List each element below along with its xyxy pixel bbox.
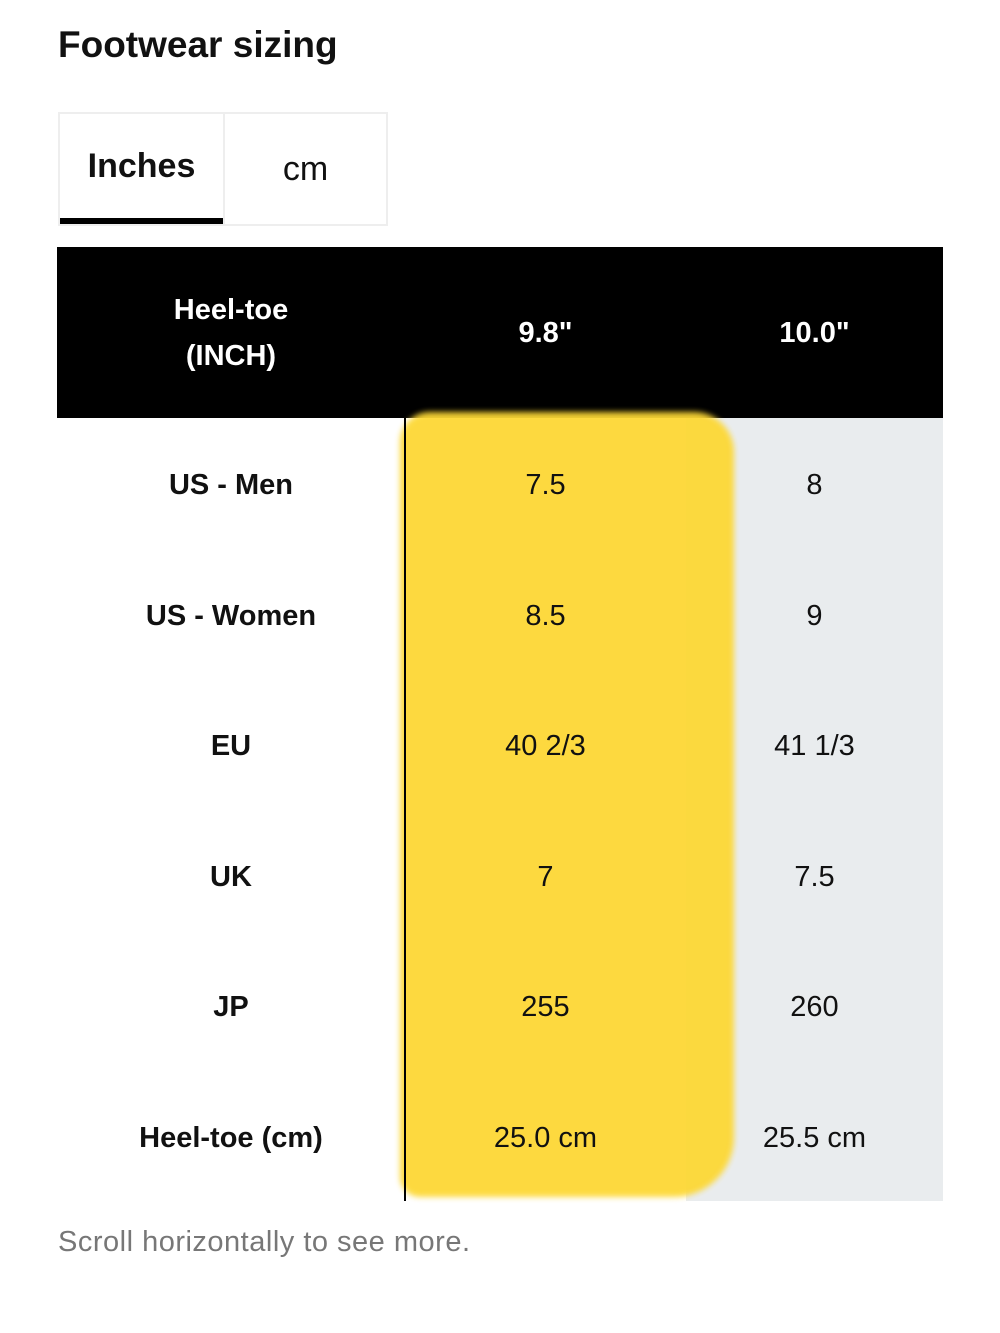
size-cell: 8	[806, 469, 823, 502]
size-cell: 7.5	[794, 860, 835, 893]
size-cell: 255	[521, 991, 570, 1024]
size-cell: 260	[790, 991, 839, 1024]
row-label: US - Women	[145, 599, 317, 632]
tab-cm[interactable]: cm	[223, 114, 386, 224]
page-title: Footwear sizing	[58, 24, 338, 65]
header-cell: 9.8"	[518, 316, 573, 349]
header-cell: Heel-toe (INCH)	[173, 293, 289, 372]
row-label: EU	[210, 730, 252, 763]
size-cell: 40 2/3	[505, 730, 586, 763]
column-divider	[404, 418, 406, 1201]
tab-inches[interactable]: Inches	[60, 114, 223, 224]
unit-tabs: Inches cm	[58, 112, 388, 226]
row-label: UK	[210, 860, 252, 893]
row-label: US - Men	[168, 469, 294, 502]
highlight	[400, 412, 734, 1197]
row-label: Heel-toe (cm)	[139, 1121, 323, 1154]
size-cell: 7.5	[525, 469, 566, 502]
header-cell: 10.0"	[779, 316, 850, 349]
size-cell: 8.5	[525, 599, 566, 632]
row-label: JP	[213, 991, 249, 1024]
footnote: Scroll horizontally to see more.	[58, 1226, 471, 1258]
size-cell: 25.5 cm	[762, 1121, 867, 1154]
size-cell: 7	[537, 860, 554, 893]
size-cell: 9	[806, 599, 823, 632]
table-header	[57, 247, 943, 418]
size-cell: 25.0 cm	[493, 1121, 598, 1154]
size-cell: 41 1/3	[774, 730, 855, 763]
